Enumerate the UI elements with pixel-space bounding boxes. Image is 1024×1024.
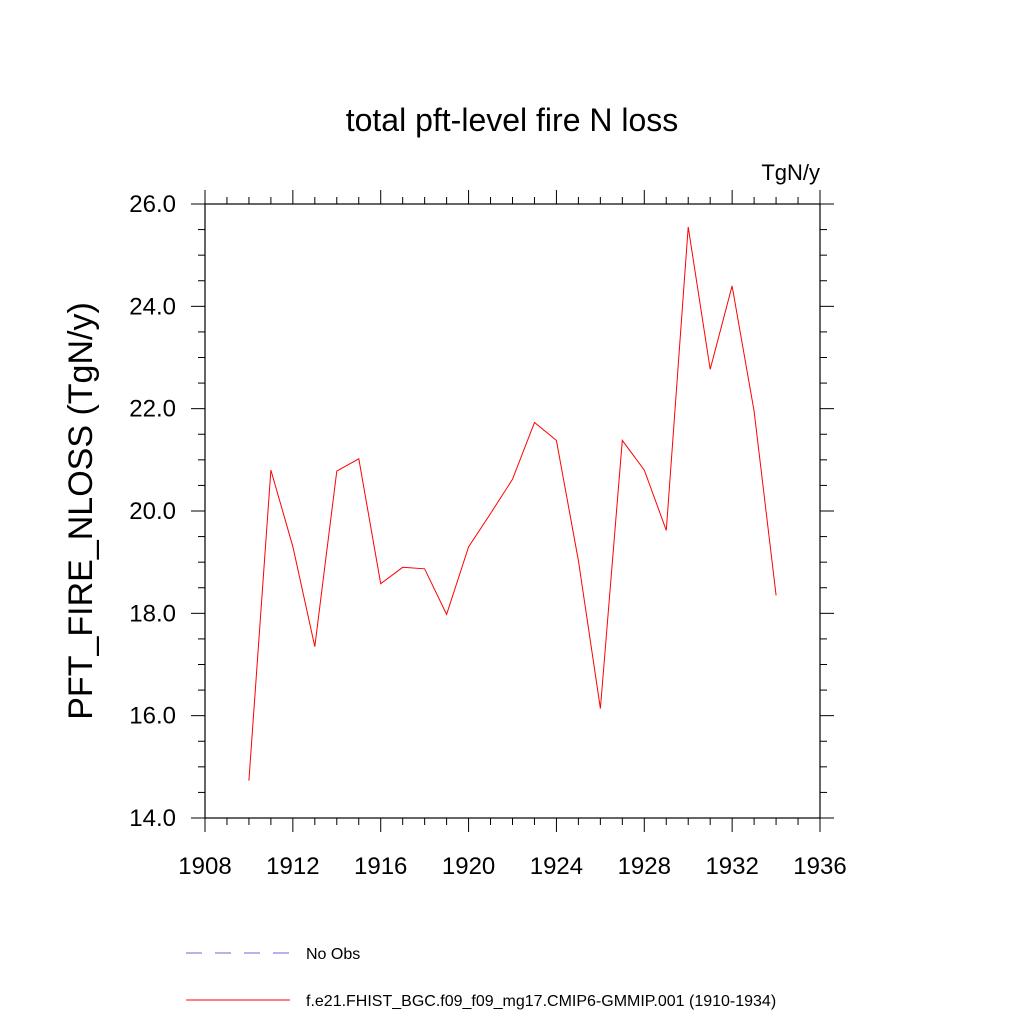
y-tick-label: 20.0: [129, 498, 176, 525]
legend: No Obs f.e21.FHIST_BGC.f09_f09_mg17.CMIP6…: [186, 946, 776, 1010]
y-tick-label: 18.0: [129, 600, 176, 627]
legend-label: f.e21.FHIST_BGC.f09_f09_mg17.CMIP6-GMMIP…: [306, 993, 776, 1010]
x-tick-label: 1908: [178, 853, 231, 880]
x-tick-label: 1936: [793, 853, 846, 880]
units-label: TgN/y: [761, 160, 820, 185]
y-tick-label: 22.0: [129, 396, 176, 423]
y-tick-labels: 14.0 16.0 18.0 20.0 22.0 24.0 26.0: [129, 191, 176, 832]
y-tick-label: 16.0: [129, 703, 176, 730]
legend-label: No Obs: [306, 946, 360, 963]
axis-ticks: [191, 190, 834, 832]
series-group: [248, 226, 777, 781]
x-tick-label: 1916: [354, 853, 407, 880]
x-tick-label: 1924: [530, 853, 583, 880]
y-tick-label: 14.0: [129, 805, 176, 832]
x-tick-labels: 1908 1912 1916 1920 1924 1928 1932 1936: [178, 853, 846, 880]
series-line: [248, 226, 777, 781]
y-tick-label: 26.0: [129, 191, 176, 218]
y-tick-label: 24.0: [129, 293, 176, 320]
x-tick-label: 1928: [618, 853, 671, 880]
plot-frame: [204, 203, 821, 819]
chart-title: total pft-level fire N loss: [346, 102, 679, 138]
x-tick-label: 1920: [442, 853, 495, 880]
x-tick-label: 1912: [266, 853, 319, 880]
x-tick-label: 1932: [705, 853, 758, 880]
y-axis-label: PFT_FIRE_NLOSS (TgN/y): [62, 302, 100, 720]
